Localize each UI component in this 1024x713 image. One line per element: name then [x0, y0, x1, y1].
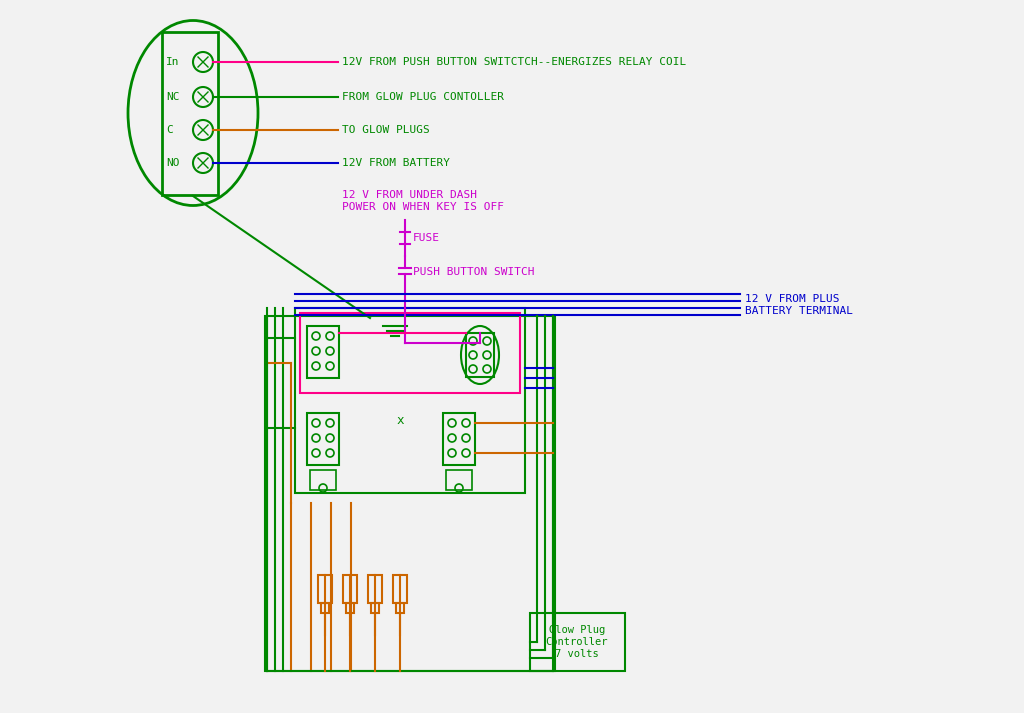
Text: 12V FROM PUSH BUTTON SWITCTCH--ENERGIZES RELAY COIL: 12V FROM PUSH BUTTON SWITCTCH--ENERGIZES…	[342, 57, 686, 67]
Text: In: In	[166, 57, 179, 67]
Text: x: x	[396, 414, 403, 426]
Text: NC: NC	[166, 92, 179, 102]
Text: 12 V FROM PLUS
BATTERY TERMINAL: 12 V FROM PLUS BATTERY TERMINAL	[745, 294, 853, 316]
Text: FUSE: FUSE	[413, 233, 440, 243]
Text: 12 V FROM UNDER DASH
POWER ON WHEN KEY IS OFF: 12 V FROM UNDER DASH POWER ON WHEN KEY I…	[342, 190, 504, 212]
Text: NO: NO	[166, 158, 179, 168]
Text: TO GLOW PLUGS: TO GLOW PLUGS	[342, 125, 430, 135]
Text: C: C	[166, 125, 173, 135]
Text: FROM GLOW PLUG CONTOLLER: FROM GLOW PLUG CONTOLLER	[342, 92, 504, 102]
Text: PUSH BUTTON SWITCH: PUSH BUTTON SWITCH	[413, 267, 535, 277]
Text: 12V FROM BATTERY: 12V FROM BATTERY	[342, 158, 450, 168]
Text: Glow Plug
Controller
7 volts: Glow Plug Controller 7 volts	[546, 625, 608, 659]
